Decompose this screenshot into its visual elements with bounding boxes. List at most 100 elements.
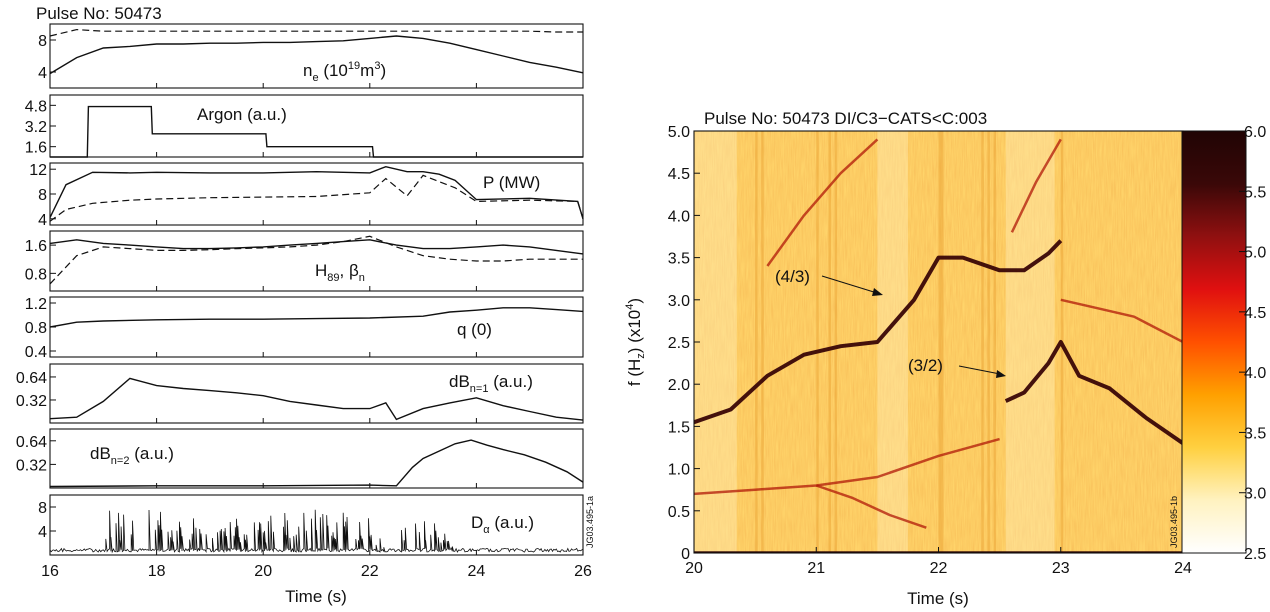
x-tick-label: 22 [361,563,379,580]
spectrogram-streak [834,131,838,553]
panel-3: 12 8 4 P (MW) [29,162,584,229]
colorbar [1181,130,1247,554]
y-tick-label: 3.2 [25,119,47,136]
y-tick-label: 4.0 [668,208,690,225]
y-tick-label: 12 [29,162,47,179]
y-tick-label: 0.4 [25,344,47,361]
x-tick-label: 22 [930,560,948,577]
right-side-code: JG03.495-1b [1169,496,1179,548]
x-tick-label: 24 [1174,560,1192,577]
panel-8: 8 4 16 18 20 22 24 26 Dα (a.u.) [38,494,592,580]
colorbar-tick-label: 4.0 [1244,365,1266,382]
x-tick-label: 20 [254,563,272,580]
spectrogram-band [1005,131,1055,553]
panel-5: 1.2 0.8 0.4 q (0) [25,296,584,361]
spectrogram-streak [987,131,990,553]
panel-label: dBn=1 (a.u.) [449,372,533,395]
spectrogram-streak [828,131,831,553]
mode-ridge-4 [815,484,927,529]
colorbar-tick-label: 3.0 [1244,486,1266,503]
left-pulse-title: Pulse No: 50473 [36,4,162,23]
x-tick-label: 26 [574,563,592,580]
series-line-2 [49,28,583,37]
y-tick-label: 4.5 [668,166,690,183]
y-tick-label: 3.5 [668,251,690,268]
y-tick-label: 8 [38,500,47,517]
y-tick-label: 0.32 [16,393,47,410]
spectrogram [694,131,1183,553]
x-tick-label: 16 [41,563,59,580]
spectrogram-band [694,131,737,553]
y-tick-label: 3.0 [668,293,690,310]
x-tick-label: 21 [807,560,825,577]
panel-label: P (MW) [483,173,540,192]
left-side-code: JG03.495-1a [585,496,595,548]
mode-ridge-3 [694,437,1000,496]
panel-label: ne (1019m3) [303,60,386,84]
annotation-32-label: (3/2) [908,356,943,375]
y-tick-label: 0.32 [16,457,47,474]
y-tick-label: 0 [681,546,690,563]
y-tick-label: 1.5 [668,419,690,436]
panel-frame [49,296,584,358]
colorbar-tick-label: 3.5 [1244,425,1266,442]
right-pulse-title: Pulse No: 50473 DI/C3−CATS<C:003 [704,109,987,128]
panel-frame [49,494,584,556]
series-line-1 [50,105,583,158]
annotation-43-arrowhead [872,288,883,296]
mode-ridge-2 [1004,340,1183,445]
series-line-1 [49,439,584,488]
right-figure: Pulse No: 50473 DI/C3−CATS<C:003 0 0.5 1.0… [624,109,1266,608]
mode-ridge-7 [1010,138,1062,233]
annotation-32-arrowhead [996,370,1006,378]
panel-4: 1.6 0.8 H89, βn [25,230,584,292]
panel-6: 0.64 0.32 dBn=1 (a.u.) [16,363,584,424]
spectrogram-streak [761,131,764,553]
mode-ridge-6 [766,138,879,267]
panel-frame [49,230,584,292]
panel-2: 4.8 3.2 1.6 Argon (a.u.) [25,94,584,158]
series-line-1 [49,165,584,220]
mode-ridge-1 [694,239,1063,425]
series-line-1 [49,509,584,554]
spectrogram-streak [755,131,758,553]
panel-frame [49,428,584,489]
panel-7: 0.64 0.32 dBn=2 (a.u.) [16,428,584,489]
spectrogram-noise [694,131,1183,553]
panel-label: q (0) [457,320,492,339]
panel-frame [49,94,584,158]
spectrogram-streak [981,131,984,553]
panel-frame [49,363,584,424]
left-figure: Pulse No: 50473 4 8 ne (1019m3) 4.8 3.2 1.6 Ar… [16,4,595,606]
y-tick-label: 1.6 [25,238,47,255]
spectrogram-streak [816,131,819,553]
series-line-1 [49,377,584,421]
y-tick-label: 0.5 [668,504,690,521]
colorbar-tick-label: 2.5 [1244,546,1266,563]
y-tick-label: 5.0 [668,124,690,141]
spectrogram-streak [993,131,997,553]
y-tick-label: 0.64 [16,434,47,451]
spectrogram-streak [940,131,944,553]
panel-label: H89, βn [315,261,365,284]
y-tick-label: 0.8 [25,320,47,337]
panel-label: Argon (a.u.) [197,105,287,124]
y-tick-label: 1.2 [25,296,47,313]
panel-frame [49,23,584,89]
left-x-axis-label: Time (s) [285,587,347,606]
colorbar-tick-label: 6.0 [1244,124,1266,141]
series-line-2 [49,235,583,285]
y-tick-label: 8 [38,187,47,204]
x-tick-label: 20 [685,560,703,577]
annotation-32-arrow [958,365,1001,375]
series-line-1 [49,35,584,75]
y-tick-label: 0.64 [16,370,47,387]
y-tick-label: 2.5 [668,335,690,352]
x-tick-label: 18 [148,563,166,580]
x-tick-label: 24 [468,563,486,580]
x-tick-label: 23 [1052,560,1070,577]
spectrogram-band [877,131,908,553]
spectrogram-streak [938,131,941,553]
y-tick-label: 4 [38,524,47,541]
panel-1: 4 8 ne (1019m3) [38,23,584,89]
